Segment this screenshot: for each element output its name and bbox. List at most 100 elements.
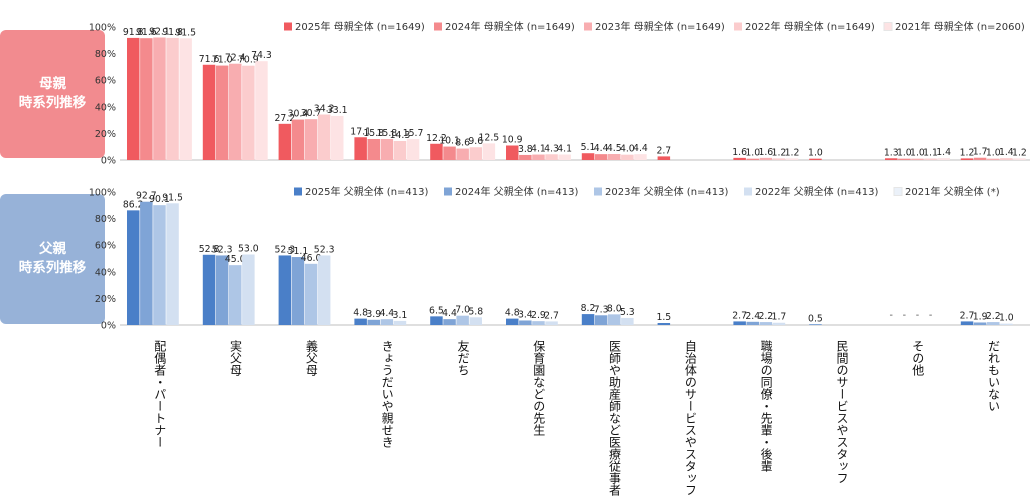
mother-bar	[987, 158, 1000, 160]
father-bar	[621, 317, 634, 325]
father-bar-value-label: 2.4	[745, 311, 760, 322]
father-bar-value-label: 7.0	[455, 305, 470, 316]
mother-bar-value-label: 30.4	[288, 109, 309, 120]
mother-bar-value-label: 15.7	[403, 128, 424, 139]
father-bar	[594, 315, 608, 325]
mother-bar-value-label: 17.1	[350, 126, 371, 137]
father-bar	[532, 321, 545, 325]
mother-legend-swatch	[734, 22, 742, 31]
category-label: 民間のサービスやスタッフ	[835, 340, 849, 484]
mother-legend-swatch	[284, 22, 292, 31]
category-label: 実父母	[229, 339, 243, 377]
mother-bar	[634, 154, 647, 160]
father-ytick-label: 40%	[95, 267, 116, 278]
father-ytick-label: 20%	[95, 294, 116, 305]
father-bar	[443, 319, 456, 325]
father-bar-value-label: 1.0	[999, 313, 1014, 324]
mother-bar-value-label: 91.8	[123, 27, 144, 38]
mother-bar-value-label: 1.0	[986, 148, 1001, 159]
mother-legend-label: 2021年 母親全体 (n=2060)	[895, 20, 1025, 33]
father-bar	[1000, 323, 1013, 325]
father-bar-value-label: 2.7	[732, 310, 747, 321]
mother-bar-value-label: 14.3	[390, 130, 411, 141]
father-bar	[380, 319, 394, 325]
mother-bar	[581, 153, 595, 160]
mother-bar	[898, 158, 911, 160]
father-bar-value-label: 52.8	[199, 244, 220, 255]
mother-bar	[179, 38, 192, 160]
mother-bar-value-label: 4.0	[620, 144, 635, 155]
father-other-dash-label: -	[929, 310, 932, 321]
mother-bar	[393, 140, 407, 160]
father-bar	[393, 320, 407, 325]
father-bar-value-label: 3.4	[518, 309, 533, 320]
mother-bar	[657, 156, 671, 160]
father-bar	[317, 255, 331, 325]
mother-ytick-label: 20%	[95, 129, 116, 140]
mother-bar	[621, 154, 634, 160]
category-label: 医師や助産師など医療従事者	[608, 340, 622, 497]
father-bar	[545, 321, 558, 325]
mother-bar-value-label: 92.1	[149, 27, 170, 38]
category-label: その他	[911, 340, 925, 376]
category-label: だれもいない	[987, 340, 1001, 412]
father-bar	[242, 254, 255, 325]
mother-bar	[291, 119, 305, 160]
father-bar-value-label: 90.1	[149, 194, 170, 205]
mother-legend-swatch	[434, 22, 442, 31]
father-bar-value-label: 4.8	[505, 308, 520, 319]
mother-panel-label: 母親 時系列推移	[0, 30, 105, 158]
category-label: 職場の同僚・先輩・後輩	[759, 340, 773, 472]
father-legend-label: 2024年 父親全体 (n=413)	[455, 185, 579, 198]
father-bar-value-label: 2.2	[758, 311, 773, 322]
mother-bar	[594, 154, 608, 160]
mother-bar-value-label: 1.1	[923, 148, 938, 159]
father-other-dash-label: -	[890, 310, 893, 321]
father-bar-value-label: 52.3	[212, 244, 233, 255]
father-bar	[987, 322, 1000, 325]
father-label-line1: 父親	[39, 241, 66, 257]
father-ytick-label: 80%	[95, 214, 116, 225]
father-legend-label: 2022年 父親全体 (n=413)	[755, 185, 879, 198]
mother-bar-value-label: 1.4	[936, 147, 951, 158]
mother-legend-label: 2025年 母親全体 (n=1649)	[295, 20, 425, 33]
mother-bar-value-label: 1.0	[808, 148, 823, 159]
mother-bar-value-label: 15.8	[376, 128, 397, 139]
father-bar-value-label: 92.7	[136, 191, 157, 202]
father-bar-value-label: 6.5	[429, 305, 444, 316]
mother-bar	[153, 37, 166, 160]
father-bar-value-label: 46.0	[301, 253, 322, 264]
father-bar	[809, 324, 822, 325]
father-ytick-label: 0%	[101, 321, 116, 332]
mother-bar	[733, 157, 746, 160]
mother-bar	[406, 139, 420, 160]
mother-bar-value-label: 15.8	[363, 128, 384, 139]
father-bar-value-label: 4.4	[379, 308, 394, 319]
mother-bar	[278, 123, 292, 160]
mother-bar-value-label: 1.2	[1012, 147, 1027, 158]
mother-bar	[545, 154, 558, 160]
father-bar-value-label: 5.3	[620, 307, 635, 318]
father-legend-swatch	[294, 187, 302, 196]
mother-bar	[482, 143, 496, 160]
father-other-dash-label: -	[903, 310, 906, 321]
mother-legend-label: 2023年 母親全体 (n=1649)	[595, 20, 725, 33]
father-bar	[229, 265, 242, 325]
father-bar-value-label: 4.4	[442, 308, 457, 319]
mother-bar-value-label: 91.6	[136, 27, 157, 38]
father-bar	[278, 255, 292, 325]
mother-bar	[242, 65, 255, 160]
mother-bar-value-label: 91.5	[175, 27, 196, 38]
father-bar-value-label: 2.2	[986, 311, 1001, 322]
mother-legend-label: 2024年 母親全体 (n=1649)	[445, 20, 575, 33]
father-bar	[746, 321, 759, 325]
mother-bar-value-label: 71.0	[212, 55, 233, 66]
mother-bar-value-label: 1.0	[897, 148, 912, 159]
father-bar-value-label: 45.0	[225, 254, 246, 265]
mother-bar	[1000, 158, 1013, 160]
mother-ytick-label: 60%	[95, 76, 116, 87]
mother-bar	[809, 158, 822, 160]
mother-bar	[924, 158, 937, 160]
mother-bar	[506, 145, 519, 160]
